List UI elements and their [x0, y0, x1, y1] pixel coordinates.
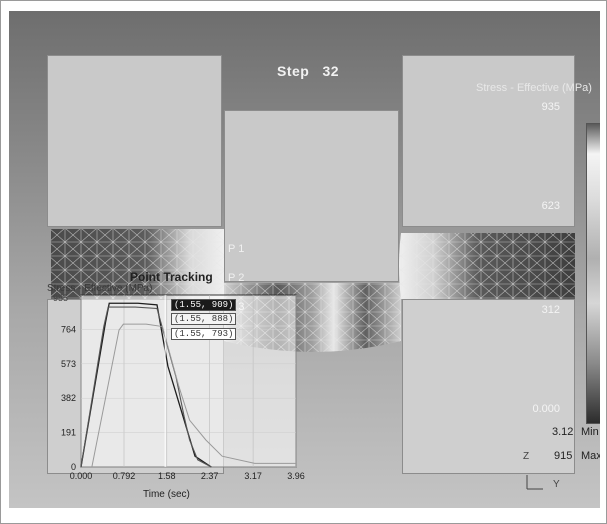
chart-tooltip-1: (1.55, 909): [171, 299, 237, 311]
chart-x-axis-label: Time (sec): [143, 489, 190, 500]
legend-min-label: Min: [581, 426, 599, 438]
triad-y-label: Y: [553, 479, 560, 490]
point-tracking-chart[interactable]: 0.000 0.792 1.58 2.37 3.17 3.960191382573764 …: [9, 11, 600, 508]
chart-y-tick-1: 191: [61, 428, 76, 438]
stress-colorbar: [586, 123, 600, 424]
step-number: 32: [322, 63, 340, 79]
chart-y-axis-label: Stress - Effective (MPa): [47, 283, 153, 294]
chart-x-tick-3: 2.37: [201, 471, 219, 481]
chart-y-tick-3: 573: [61, 359, 76, 369]
step-indicator: Step 32: [277, 63, 339, 79]
legend-tick-max: 935: [541, 101, 560, 113]
legend-max-label: Max: [581, 450, 600, 462]
legend-title: Stress - Effective (MPa): [476, 82, 592, 94]
upper-die-center: [224, 110, 399, 282]
step-text: Step: [277, 63, 310, 79]
chart-x-tick-1: 0.792: [113, 471, 136, 481]
chart-x-tick-0: 0.000: [70, 471, 93, 481]
legend-max-value: 915: [554, 450, 573, 462]
tracking-point-p2[interactable]: P 2: [228, 272, 245, 284]
axis-triad-icon: Z Y: [523, 451, 560, 490]
point-tracking-title: Point Tracking: [130, 270, 213, 284]
triad-z-label: Z: [523, 451, 529, 462]
chart-y-partial-tick: 955: [53, 293, 68, 303]
simulation-viewport[interactable]: Step 32 Stress - Effective (MPa) 935 623…: [9, 11, 600, 508]
chart-x-tick-2: 1.58: [158, 471, 176, 481]
chart-tooltip-2: (1.55, 888): [171, 313, 237, 325]
legend-min-value: 3.12: [552, 426, 574, 438]
legend-tick-min: 0.000: [532, 403, 560, 415]
chart-y-tick-4: 764: [61, 324, 76, 334]
tracking-point-p1[interactable]: P 1: [228, 243, 245, 255]
legend-tick-3: 312: [541, 304, 560, 316]
lower-die-right: [402, 299, 575, 474]
chart-tooltip-3: (1.55, 793): [171, 328, 237, 340]
chart-x-tick-5: 3.96: [287, 471, 305, 481]
chart-x-tick-4: 3.17: [244, 471, 262, 481]
legend-tick-2: 623: [541, 200, 560, 212]
upper-die-left: [47, 55, 222, 227]
upper-die-right: [402, 55, 575, 227]
chart-y-tick-0: 0: [71, 462, 76, 472]
chart-y-tick-2: 382: [61, 393, 76, 403]
chart-series-line-3: [91, 323, 296, 468]
